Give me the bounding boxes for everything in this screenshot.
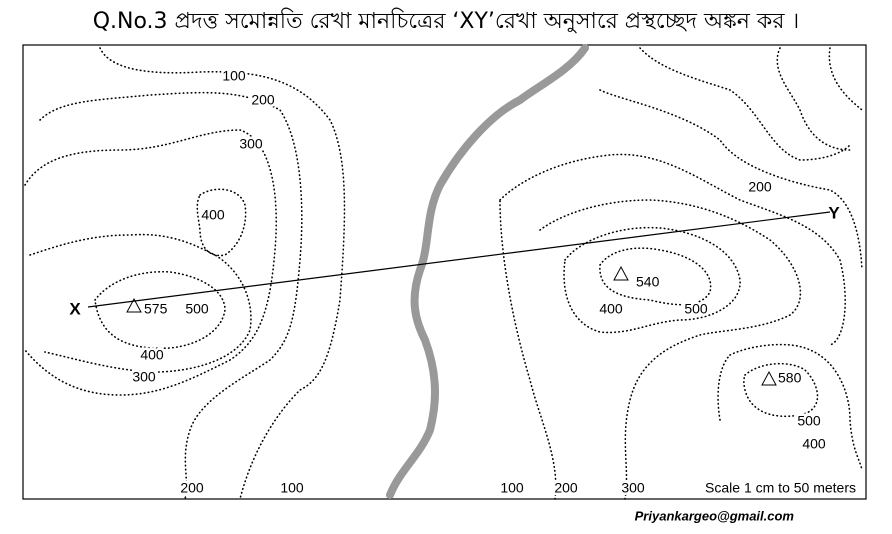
contours (24, 47, 863, 500)
contour-label: 300 (621, 480, 645, 496)
contour-label: 400 (140, 347, 164, 363)
scale-text: Scale 1 cm to 50 meters (705, 480, 856, 496)
spot-triangle (613, 265, 629, 281)
river (386, 44, 589, 499)
spot-height: 575 (144, 301, 168, 317)
point-label: X (69, 299, 81, 318)
spot-height: 540 (636, 274, 660, 290)
contour-label: 400 (802, 436, 826, 452)
spot-height: 580 (778, 370, 802, 386)
spot-markers (126, 265, 777, 386)
contour-label: 300 (132, 369, 156, 385)
contour-label: 500 (684, 301, 708, 317)
contour-label: 200 (554, 480, 578, 496)
section-line (87, 211, 831, 308)
map-frame (22, 44, 867, 500)
point-label: Y (828, 203, 840, 222)
contour-label: 400 (599, 301, 623, 317)
contour-label: 100 (222, 68, 246, 84)
credit: Priyankargeo@gmail.com (635, 508, 795, 523)
contour-label: 100 (280, 480, 304, 496)
contour-label: 500 (797, 413, 821, 429)
contour-label: 100 (500, 480, 524, 496)
contour-label: 200 (251, 92, 275, 108)
contour-label: 200 (748, 179, 772, 195)
contour-label: 300 (239, 136, 263, 152)
contour-label: 200 (180, 480, 204, 496)
title: Q.No.3 প্রদত্ত সমোন্নতি রেখা মানচিত্রের … (93, 8, 800, 34)
spot-triangle (126, 297, 142, 313)
contour-label: 500 (185, 301, 209, 317)
contour-labels: 100 200 300 400 500 400 300 200 100 200 … (130, 65, 829, 498)
contour-label: 400 (201, 207, 225, 223)
spot-triangle (761, 370, 777, 386)
